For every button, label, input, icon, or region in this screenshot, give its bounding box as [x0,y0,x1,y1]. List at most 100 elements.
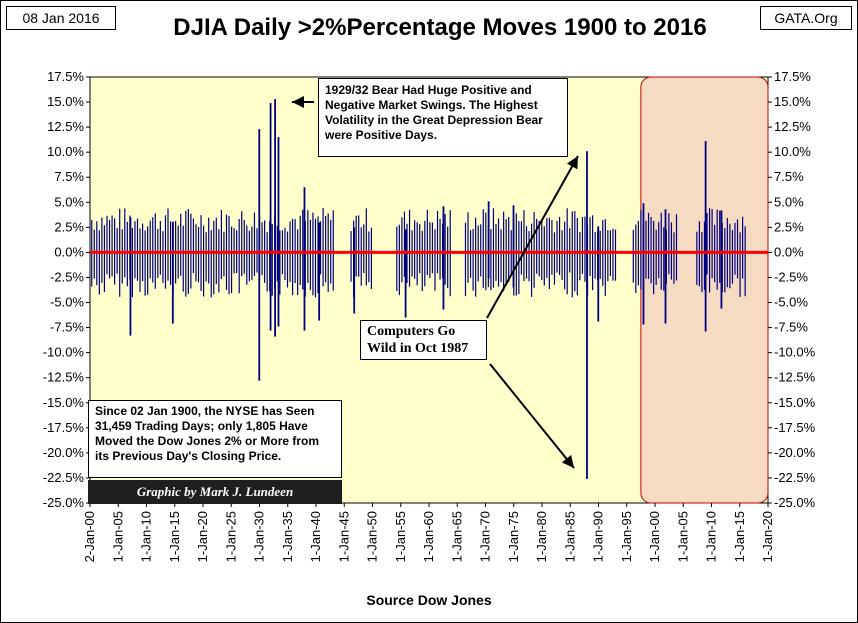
data-bar [569,228,571,253]
data-bar [200,215,202,253]
y-tick-label-right: -25.0% [774,495,816,510]
data-bar-peak [129,217,132,253]
data-bar [108,219,111,253]
data-bar [464,252,467,297]
data-bar-peak [258,252,261,381]
data-bar [271,223,273,253]
data-bar [241,252,243,277]
data-bar [640,252,642,290]
data-bar [96,221,98,253]
data-bar [520,221,523,253]
data-bar [655,229,657,253]
data-bar [152,252,154,283]
data-bar [637,252,639,286]
data-bar [358,215,360,253]
data-bar [518,252,520,295]
data-bar [736,219,739,253]
data-bar [215,217,217,253]
data-bar [266,232,268,253]
data-bar [147,252,149,295]
data-bar [398,252,400,296]
data-bar [421,252,423,292]
data-bar [607,252,609,282]
data-bar [108,252,111,279]
data-bar [492,252,495,288]
data-bar [261,222,263,253]
data-bar [406,223,408,253]
data-bar [543,252,545,286]
data-bar [647,252,650,279]
data-bar [210,230,212,253]
data-bar [169,221,172,253]
data-bar [114,252,116,285]
x-tick-label: 1-Jan-90 [591,511,606,562]
data-bar [307,210,309,253]
data-bar [312,212,314,253]
y-tick-label-right: -12.5% [774,370,816,385]
data-bar [177,225,179,253]
data-bar [243,252,245,274]
data-bar [645,220,647,253]
data-bar [363,252,365,273]
date-label: 08 Jan 2016 [6,6,116,30]
data-bar [719,252,721,283]
y-tick-label-left: 10.0% [47,144,84,159]
data-bar [523,252,525,282]
data-bar [523,210,525,253]
data-bar [429,252,431,279]
data-bar [203,252,205,297]
data-bar [607,230,609,253]
data-bar-peak [642,203,645,253]
data-bar [477,225,479,253]
data-bar [213,252,215,295]
data-bar [492,208,495,253]
data-bar [131,252,134,298]
data-bar [670,252,673,280]
data-bar [141,223,144,253]
data-bar [477,252,479,282]
x-tick-label: 1-Jan-20 [760,511,775,562]
data-bar [696,252,698,285]
data-bar [180,252,182,276]
data-bar [230,226,233,253]
data-bar [551,220,553,253]
data-bar [218,252,220,293]
data-bar [223,231,225,253]
data-bar [103,252,106,293]
source-label: GATA.Org [760,6,852,30]
data-bar [126,221,128,253]
x-tick-label: 1-Jan-80 [534,511,549,562]
y-tick-label-left: -22.5% [43,470,85,485]
data-bar-peak [597,226,600,253]
data-bar [485,212,487,253]
data-bar [604,252,606,297]
data-bar [724,228,726,253]
data-bar [416,222,418,253]
y-tick-label-right: 15.0% [774,94,811,109]
data-bar [510,230,512,253]
y-tick-label-left: 12.5% [47,119,84,134]
data-bar [408,252,411,287]
data-bar [190,252,192,289]
data-bar-peak [704,141,707,253]
data-bar [500,229,502,253]
x-tick-label: 2-Jan-00 [82,511,97,562]
y-tick-label-right: 7.5% [774,169,804,184]
data-bar [711,209,713,253]
data-bar [518,221,520,253]
data-bar [314,252,317,298]
data-bar [431,252,434,274]
data-bar [653,252,655,295]
data-bar [220,209,222,253]
data-bar [635,224,637,253]
data-bar [289,221,291,253]
data-bar [312,252,314,296]
data-bar [564,221,566,253]
data-bar [574,252,576,292]
data-bar [714,252,716,283]
data-bar [546,252,548,278]
data-bar [276,225,278,253]
data-bar-peak [720,210,723,253]
data-bar [154,213,156,253]
data-bar [200,252,202,291]
